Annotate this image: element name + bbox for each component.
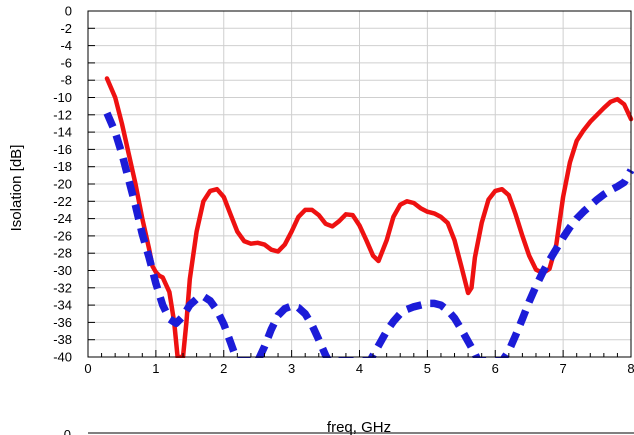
y-tick-label: -16 — [53, 142, 72, 157]
x-tick-label: 5 — [424, 361, 431, 376]
y-tick-label: -38 — [53, 332, 72, 347]
y-tick-label: -22 — [53, 194, 72, 209]
y-tick-label: -36 — [53, 315, 72, 330]
grid — [87, 10, 632, 358]
y-tick-label: -40 — [53, 350, 72, 365]
y-tick-label: -28 — [53, 246, 72, 261]
x-tick-label: 4 — [356, 361, 363, 376]
y-axis-label: Isolation [dB] — [8, 145, 25, 232]
y-tick-label: -32 — [53, 280, 72, 295]
lower-panel-y-tick-label: 0 — [64, 427, 71, 435]
y-tick-label: -26 — [53, 228, 72, 243]
y-tick-label: -10 — [53, 90, 72, 105]
x-tick-label: 7 — [560, 361, 567, 376]
x-tick-label: 8 — [627, 361, 634, 376]
series-line-1 — [104, 76, 634, 358]
x-tick-label: 1 — [152, 361, 159, 376]
x-tick-label: 2 — [220, 361, 227, 376]
y-tick-label: -24 — [53, 211, 72, 226]
x-tick-label: 6 — [492, 361, 499, 376]
tick-labels: 0 1 2 3 4 5 6 7 8 0 -2 -4 -6 -8 -10 -12 -14 -16 -18 -20 -22 -… — [53, 4, 634, 377]
series-line-2 — [103, 111, 634, 358]
y-tick-label: -2 — [60, 21, 72, 36]
y-tick-label: 0 — [65, 4, 72, 19]
lower-panel: 0 — [64, 427, 634, 435]
y-tick-label: -4 — [60, 38, 72, 53]
y-tick-label: -14 — [53, 125, 72, 140]
axis-ticks — [87, 10, 632, 358]
x-tick-label: 3 — [288, 361, 295, 376]
series-lines — [103, 76, 634, 358]
y-tick-label: -30 — [53, 263, 72, 278]
y-tick-label: -6 — [60, 55, 72, 70]
y-tick-label: -34 — [53, 298, 72, 313]
y-tick-label: -18 — [53, 159, 72, 174]
y-tick-label: -20 — [53, 177, 72, 192]
x-axis-label: freq, GHz — [327, 419, 391, 435]
y-tick-label: -12 — [53, 107, 72, 122]
y-tick-label: -8 — [60, 73, 72, 88]
x-tick-label: 0 — [84, 361, 91, 376]
